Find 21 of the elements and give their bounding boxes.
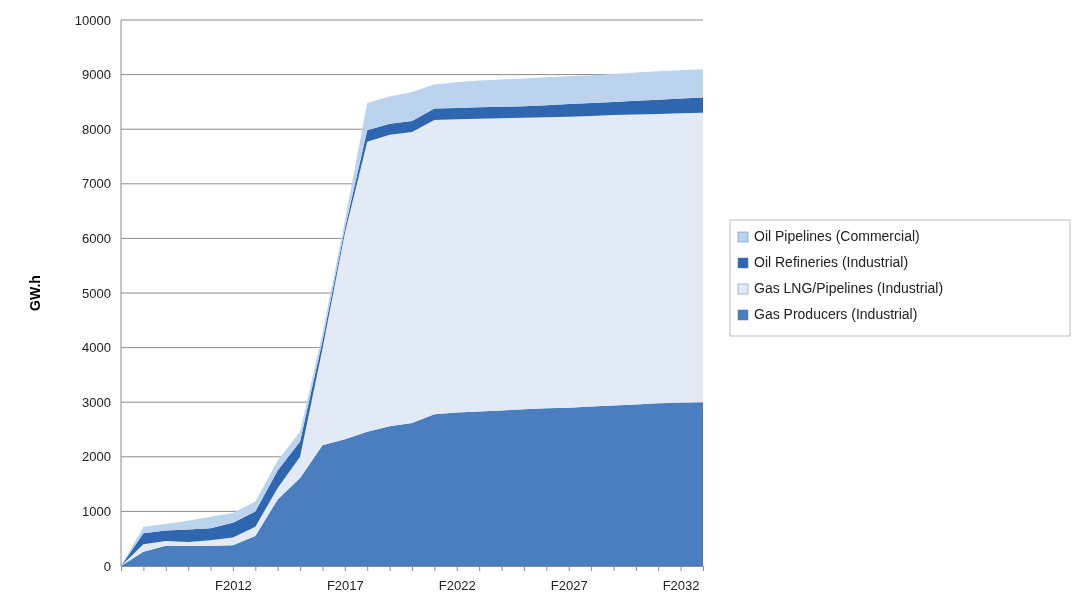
y-tick-label: 5000 (82, 285, 111, 301)
x-tick-label: F2032 (662, 578, 700, 594)
legend-label: Gas Producers (Industrial) (754, 306, 918, 322)
y-tick-label: 7000 (82, 176, 111, 192)
legend-label: Gas LNG/Pipelines (Industrial) (754, 280, 944, 296)
y-tick-label: 3000 (82, 394, 111, 410)
y-tick-label: 2000 (82, 449, 111, 465)
y-tick-label: 6000 (82, 231, 111, 247)
x-tick-label: F2027 (550, 578, 588, 594)
legend-label: Oil Pipelines (Commercial) (754, 228, 920, 244)
y-tick-label: 10000 (74, 12, 111, 28)
y-tick-label: 1000 (82, 504, 111, 520)
y-tick-label: 4000 (82, 340, 111, 356)
y-tick-label: 9000 (82, 67, 111, 83)
x-tick-label: F2022 (438, 578, 476, 594)
y-axis-title: GW.h (27, 275, 43, 311)
x-tick-label: F2012 (214, 578, 252, 594)
y-tick-label: 8000 (82, 121, 111, 137)
legend-label: Oil Refineries (Industrial) (754, 254, 909, 270)
y-tick-label: 0 (103, 558, 111, 574)
x-tick-label: F2017 (326, 578, 364, 594)
